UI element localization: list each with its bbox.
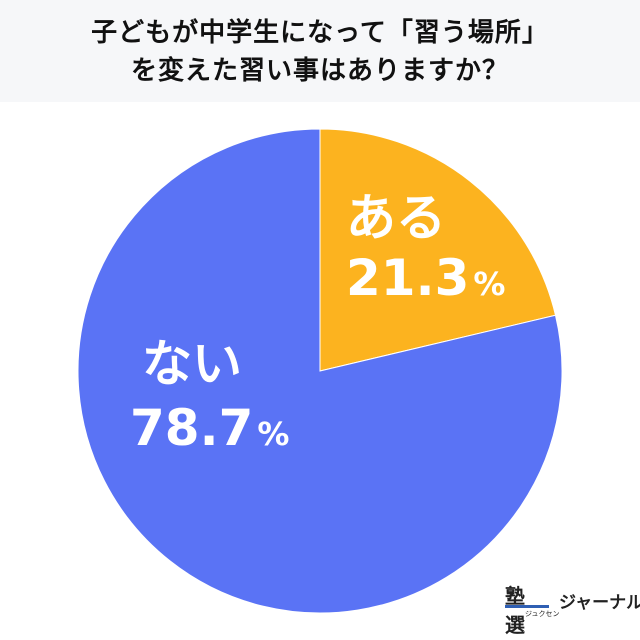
header-band bbox=[0, 0, 640, 102]
pie-slice-0 bbox=[319, 128, 557, 372]
slice-label-aru: ある 21.3% bbox=[346, 188, 505, 314]
slice-label-nai-value: 78.7 bbox=[130, 399, 254, 457]
pie-slice-1 bbox=[77, 128, 563, 614]
slice-label-nai-unit: % bbox=[257, 415, 290, 453]
slice-label-nai-name: ない bbox=[142, 335, 242, 393]
slice-label-aru-name: ある bbox=[346, 189, 446, 247]
slice-label-aru-unit: % bbox=[473, 265, 506, 303]
title-line-1: 子どもが中学生になって「習う場所」 bbox=[91, 18, 549, 48]
chart-title: 子どもが中学生になって「習う場所」 を変えた習い事はありますか？ bbox=[0, 14, 640, 90]
logo-pencil-line bbox=[505, 605, 549, 608]
title-line-2: を変えた習い事はありますか？ bbox=[130, 56, 509, 86]
slice-label-aru-value: 21.3 bbox=[346, 249, 470, 307]
logo-suffix: ジャーナル bbox=[559, 593, 640, 613]
logo-sub: ジュクセン bbox=[525, 610, 560, 618]
slice-label-nai: ない 78.7% bbox=[130, 332, 289, 466]
logo-main: 塾選 bbox=[505, 584, 525, 637]
